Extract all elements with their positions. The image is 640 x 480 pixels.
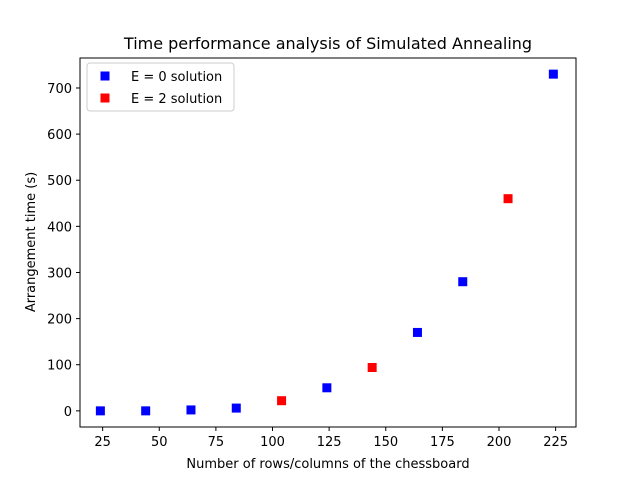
- data-point-series-0: [186, 405, 196, 415]
- legend-marker: [100, 71, 110, 81]
- data-point-series-0: [141, 406, 151, 416]
- x-tick-label: 225: [543, 435, 568, 450]
- legend-marker: [100, 93, 110, 103]
- x-axis-ticks: 25 50 75 100 125 150 175 200 225: [94, 427, 568, 450]
- y-tick-label: 500: [47, 174, 72, 189]
- data-point-series-0: [231, 403, 241, 413]
- data-point-series-0: [458, 277, 468, 287]
- y-tick-label: 200: [47, 313, 72, 328]
- x-tick-label: 200: [487, 435, 512, 450]
- data-points: [95, 69, 558, 416]
- y-tick-label: 100: [47, 359, 72, 374]
- y-tick-label: 600: [47, 128, 72, 143]
- x-tick-label: 150: [373, 435, 398, 450]
- data-point-series-0: [95, 406, 105, 416]
- x-tick-label: 175: [430, 435, 455, 450]
- y-tick-label: 0: [64, 405, 72, 420]
- legend: E = 0 solution E = 2 solution: [86, 62, 235, 112]
- data-point-series-0: [322, 383, 332, 393]
- y-axis-ticks: 0 100 200 300 400 500 600 700: [47, 82, 80, 420]
- x-tick-label: 125: [317, 435, 342, 450]
- plot-frame: [79, 57, 577, 428]
- legend-entry: E = 0 solution: [131, 70, 222, 85]
- x-tick-label: 100: [260, 435, 285, 450]
- legend-entry: E = 2 solution: [131, 92, 222, 107]
- legend-box: [86, 62, 235, 112]
- data-point-series-0: [548, 69, 558, 79]
- data-point-series-1: [367, 362, 377, 372]
- x-tick-label: 25: [94, 435, 111, 450]
- y-tick-label: 400: [47, 220, 72, 235]
- data-point-series-1: [503, 194, 513, 204]
- x-tick-label: 50: [151, 435, 168, 450]
- data-point-series-1: [277, 396, 287, 406]
- data-point-series-0: [412, 327, 422, 337]
- y-tick-label: 700: [47, 82, 72, 97]
- y-tick-label: 300: [47, 266, 72, 281]
- chart-title: Time performance analysis of Simulated A…: [123, 34, 532, 53]
- x-tick-label: 75: [208, 435, 225, 450]
- x-axis-label: Number of rows/columns of the chessboard: [186, 457, 469, 472]
- y-axis-label: Arrangement time (s): [24, 172, 39, 312]
